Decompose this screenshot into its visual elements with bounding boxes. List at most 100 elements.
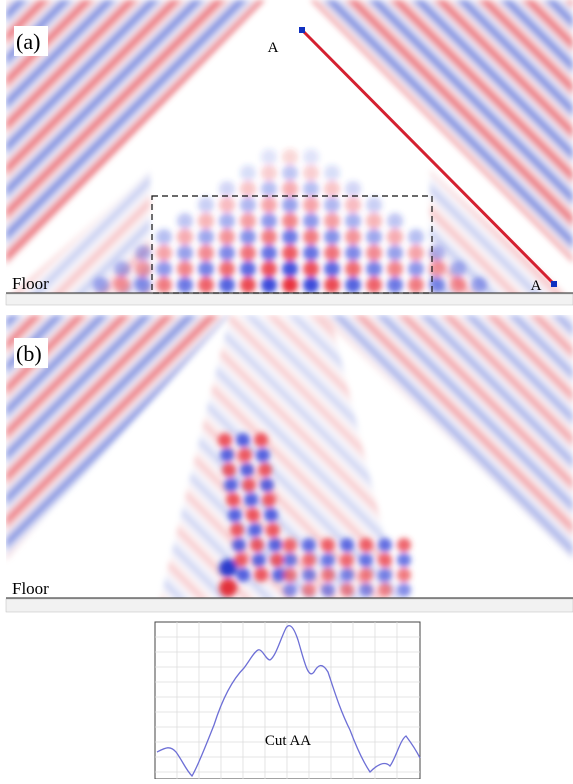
wave-spot [156,261,172,277]
wave-spot [378,583,392,597]
wave-spot [302,583,316,597]
wave-spot [345,213,361,229]
wave-spot [366,245,382,261]
wave-spot [282,165,298,181]
wave-spot [366,197,382,213]
wave-spot [324,229,340,245]
wave-spot [283,583,297,597]
wave-spot [471,277,487,293]
wave-spot [324,213,340,229]
wave-spot [222,463,236,477]
wave-spot [264,508,278,522]
wave-spot [238,448,252,462]
wave-spot [268,538,282,552]
wave-spot [282,245,298,261]
wave-spot [303,149,319,165]
wave-spot [240,463,254,477]
wave-spot [198,213,214,229]
wave-spot [340,538,354,552]
wave-spot [378,538,392,552]
wave-spot [219,197,235,213]
wave-spot [324,261,340,277]
wave-spot [252,553,266,567]
wave-spot [198,261,214,277]
wave-spot [220,448,234,462]
wave-spot [303,277,319,293]
wave-spot [450,261,466,277]
wave-spot [282,261,298,277]
wave-spot [387,277,403,293]
wave-spot [303,165,319,181]
wave-spot [219,579,237,597]
wave-spot [429,277,445,293]
panel-a-field [6,0,573,293]
wave-spot [261,197,277,213]
wave-spot [283,538,297,552]
wave-spot [219,559,237,577]
wave-spot [230,523,244,537]
cut-plot: Cut AA [154,621,421,780]
wave-spot [261,229,277,245]
wave-spot [261,261,277,277]
wave-spot [359,568,373,582]
cut-end [551,281,557,287]
wave-spot [303,245,319,261]
wave-spot [135,245,151,261]
label-bg [14,26,48,56]
label-bg [14,338,48,368]
wave-spot [324,197,340,213]
wave-spot [114,277,130,293]
wave-spot [340,583,354,597]
wave-spot [303,213,319,229]
wave-spot [272,568,286,582]
cut-end [299,27,305,33]
point-label: A [531,278,542,294]
wave-spot [303,229,319,245]
wave-spot [282,149,298,165]
wave-spot [345,197,361,213]
floor-band [5,293,573,306]
wave-spot [303,261,319,277]
wave-spot [256,448,270,462]
wave-spot [198,229,214,245]
wave-spot [228,508,242,522]
wave-spot [324,165,340,181]
wave-spot [219,261,235,277]
wave-spot [378,568,392,582]
wave-spot [198,245,214,261]
wave-spot [397,583,411,597]
wave-spot [135,261,151,277]
wave-spot [282,277,298,293]
wave-spot [236,568,250,582]
wave-spot [260,478,274,492]
wave-spot [302,538,316,552]
wave-spot [114,261,130,277]
wave-spot [254,568,268,582]
wave-spot [283,568,297,582]
wave-spot [240,245,256,261]
wave-spot [387,245,403,261]
wave-spot [224,478,238,492]
wave-spot [246,508,260,522]
wave-spot [366,213,382,229]
wave-spot [93,277,109,293]
wave-spot [156,277,172,293]
wave-spot [219,213,235,229]
wave-spot [408,261,424,277]
wave-spot [450,277,466,293]
wave-spot [321,568,335,582]
dashed-box [151,195,433,294]
wave-spot [266,523,280,537]
label-bg [262,36,284,58]
wave-spot [236,433,250,447]
panel-label: (a) [16,29,40,54]
wave-spot [254,433,268,447]
wave-spot [302,568,316,582]
cut-curve [156,625,421,778]
wave-spot [219,277,235,293]
wave-spot [261,181,277,197]
panel-label: (b) [16,341,42,366]
wave-spot [240,261,256,277]
